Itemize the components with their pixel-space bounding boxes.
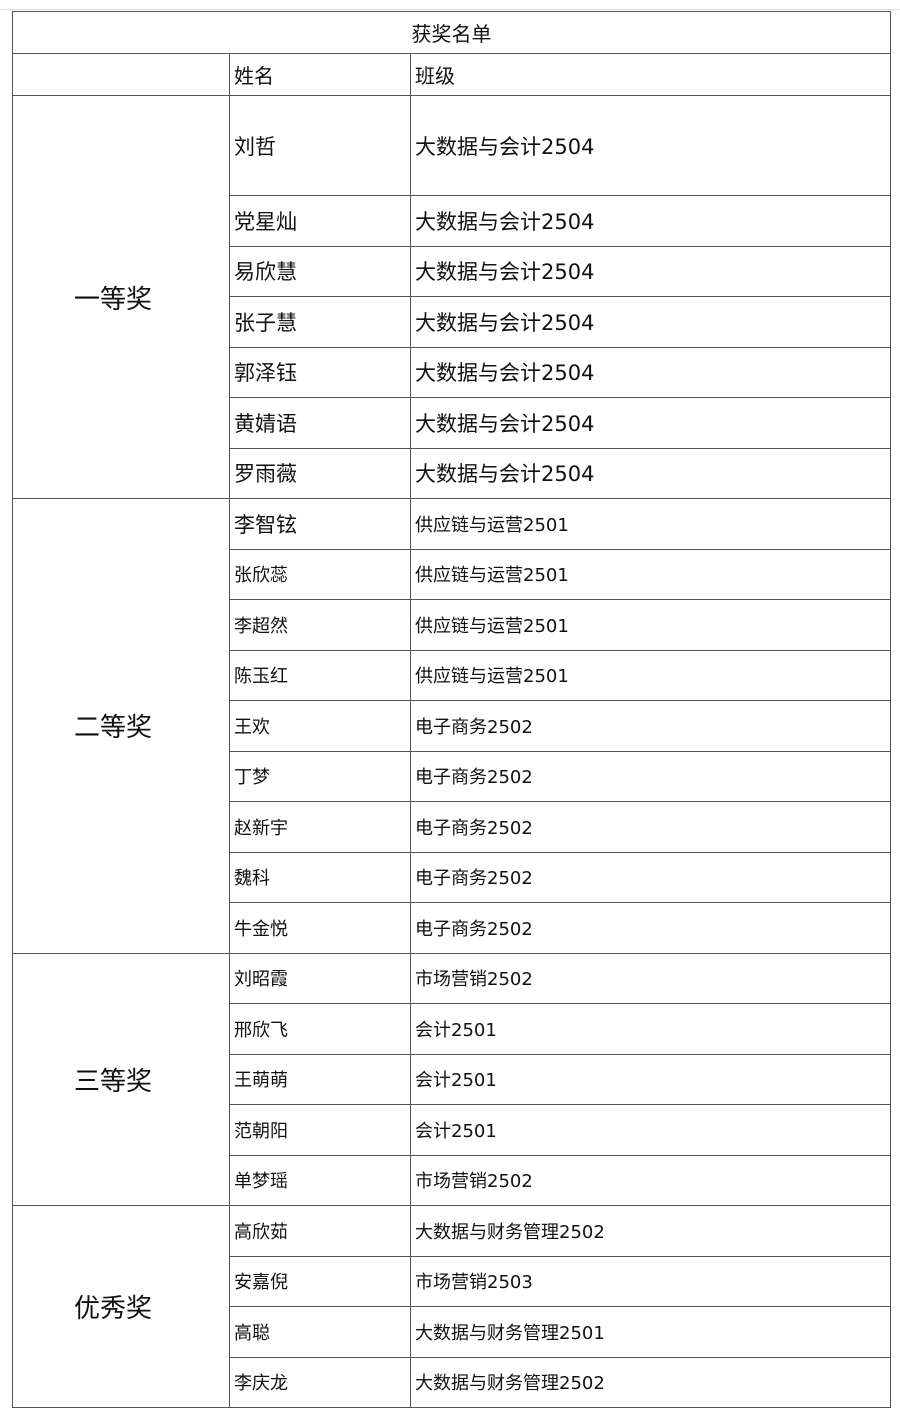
student-name: 刘哲 (229, 95, 411, 196)
award-level: 一等奖 (12, 95, 230, 499)
table-row: 黄婧语 大数据与会计2504 (13, 397, 891, 449)
student-class: 大数据与会计2504 (410, 245, 891, 297)
student-name: 张子慧 (229, 296, 411, 348)
table-row: 三等奖 刘昭霞 市场营销2502 (12, 952, 891, 1206)
student-name: 李智铉 (229, 498, 411, 550)
student-name: 王欢 (229, 700, 411, 752)
student-name: 魏科 (229, 851, 411, 903)
page-top-divider (0, 9, 900, 10)
table-row: 罗雨薇 大数据与会计2504 (13, 447, 891, 499)
table-row: 张子慧 大数据与会计2504 (13, 296, 891, 348)
table-row: 郭泽钰 大数据与会计2504 (13, 346, 891, 398)
student-name: 范朝阳 (229, 1104, 411, 1156)
student-name: 高聪 (229, 1306, 411, 1358)
award-level: 二等奖 (12, 498, 230, 954)
student-name: 牛金悦 (229, 902, 411, 954)
student-name: 刘昭霞 (229, 952, 411, 1004)
student-name: 李超然 (229, 599, 411, 651)
student-class: 大数据与会计2504 (410, 346, 891, 398)
award-list-table: 获奖名单 姓名 班级 一等奖 刘哲 大数据与会计2504 党星灿 大数据与会计2504 易… (12, 11, 891, 1408)
student-class: 供应链与运营2501 (410, 548, 891, 600)
award-level: 三等奖 (12, 952, 230, 1206)
table-row: 赵新宇 电子商务2502 (13, 801, 891, 853)
table-row: 牛金悦 电子商务2502 (13, 902, 891, 954)
student-class: 电子商务2502 (410, 902, 891, 954)
table-row: 王萌萌 会计2501 (13, 1053, 891, 1105)
table-row: 单梦瑶 市场营销2502 (13, 1154, 891, 1206)
table-row: 王欢 电子商务2502 (13, 700, 891, 752)
student-name: 丁梦 (229, 750, 411, 802)
student-name: 邢欣飞 (229, 1003, 411, 1055)
student-name: 党星灿 (229, 195, 411, 247)
table-row: 高聪 大数据与财务管理2501 (13, 1306, 891, 1358)
student-class: 供应链与运营2501 (410, 649, 891, 701)
table-row: 党星灿 大数据与会计2504 (13, 195, 891, 247)
student-class: 大数据与财务管理2502 (410, 1205, 891, 1257)
student-class: 市场营销2502 (410, 952, 891, 1004)
student-name: 罗雨薇 (229, 447, 411, 499)
table-row: 丁梦 电子商务2502 (13, 750, 891, 802)
table-row: 陈玉红 供应链与运营2501 (13, 649, 891, 701)
student-class: 大数据与会计2504 (410, 447, 891, 499)
table-row: 二等奖 李智铉 供应链与运营2501 (12, 498, 891, 954)
student-class: 市场营销2502 (410, 1154, 891, 1206)
student-name: 安嘉倪 (229, 1255, 411, 1307)
student-class: 大数据与财务管理2502 (410, 1356, 891, 1408)
student-name: 高欣茹 (229, 1205, 411, 1257)
student-class: 大数据与财务管理2501 (410, 1306, 891, 1358)
header-name: 姓名 (229, 53, 411, 96)
student-class: 会计2501 (410, 1003, 891, 1055)
award-level: 优秀奖 (12, 1205, 230, 1408)
table-row: 优秀奖 高欣茹 大数据与财务管理2502 (12, 1205, 891, 1408)
student-class: 会计2501 (410, 1104, 891, 1156)
student-class: 大数据与会计2504 (410, 95, 891, 196)
student-name: 李庆龙 (229, 1356, 411, 1408)
header-class: 班级 (410, 53, 891, 96)
table-row: 一等奖 刘哲 大数据与会计2504 (12, 95, 891, 499)
student-class: 供应链与运营2501 (410, 498, 891, 550)
student-name: 易欣慧 (229, 245, 411, 297)
student-class: 供应链与运营2501 (410, 599, 891, 651)
student-class: 电子商务2502 (410, 851, 891, 903)
header-award (12, 53, 230, 96)
table-row: 安嘉倪 市场营销2503 (13, 1255, 891, 1307)
student-class: 大数据与会计2504 (410, 296, 891, 348)
student-name: 张欣蕊 (229, 548, 411, 600)
student-name: 赵新宇 (229, 801, 411, 853)
title-row: 获奖名单 (12, 11, 891, 54)
table-row: 邢欣飞 会计2501 (13, 1003, 891, 1055)
student-class: 会计2501 (410, 1053, 891, 1105)
student-name: 单梦瑶 (229, 1154, 411, 1206)
student-class: 电子商务2502 (410, 750, 891, 802)
table-row: 李庆龙 大数据与财务管理2502 (13, 1356, 891, 1408)
table-title: 获奖名单 (12, 11, 891, 54)
student-class: 大数据与会计2504 (410, 195, 891, 247)
student-class: 大数据与会计2504 (410, 397, 891, 449)
table-row: 李超然 供应链与运营2501 (13, 599, 891, 651)
student-class: 电子商务2502 (410, 700, 891, 752)
student-name: 王萌萌 (229, 1053, 411, 1105)
student-name: 陈玉红 (229, 649, 411, 701)
header-row: 姓名 班级 (12, 53, 891, 96)
student-class: 电子商务2502 (410, 801, 891, 853)
student-class: 市场营销2503 (410, 1255, 891, 1307)
student-name: 黄婧语 (229, 397, 411, 449)
table-row: 魏科 电子商务2502 (13, 851, 891, 903)
student-name: 郭泽钰 (229, 346, 411, 398)
